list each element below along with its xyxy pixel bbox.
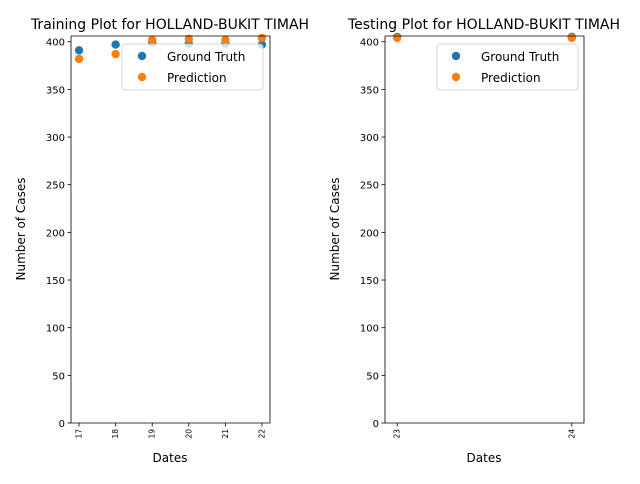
training-legend-prediction-marker — [137, 72, 147, 82]
testing-ytick-label: 50 — [366, 371, 379, 382]
training-xtick-label: 17 — [75, 429, 84, 439]
testing-chart-legend: Ground Truth Prediction — [436, 43, 579, 91]
testing-chart-ylabel: Number of Cases — [328, 177, 342, 280]
testing-chart-title: Testing Plot for HOLLAND-BUKIT TIMAH — [347, 17, 620, 33]
testing-chart: Testing Plot for HOLLAND-BUKIT TIMAH 0 50… — [328, 17, 620, 465]
testing-ytick-label: 150 — [360, 276, 379, 287]
testing-legend-ground-truth-marker — [451, 51, 461, 61]
training-chart-title: Training Plot for HOLLAND-BUKIT TIMAH — [30, 17, 309, 33]
training-ytick-label: 300 — [46, 133, 65, 144]
testing-ytick-label: 350 — [360, 85, 379, 96]
testing-ytick-label: 100 — [360, 324, 379, 335]
training-legend-ground-truth-marker — [137, 51, 147, 61]
training-prediction-point — [221, 35, 230, 45]
training-prediction-point — [111, 49, 120, 59]
training-legend-ground-truth-label: Ground Truth — [167, 50, 245, 64]
training-prediction-point — [74, 54, 84, 64]
training-ytick-label: 400 — [46, 38, 65, 49]
training-chart-axes-frame — [70, 35, 271, 424]
testing-chart-ticks: 0 50 100 150 200 250 300 350 400 23 24 — [360, 38, 576, 439]
training-ground-truth-point — [111, 40, 120, 49]
training-ytick-label: 250 — [46, 181, 65, 192]
training-ground-truth-point — [74, 46, 84, 55]
training-ytick-label: 50 — [52, 371, 65, 382]
testing-legend-prediction-marker — [451, 72, 461, 82]
testing-legend-prediction-label: Prediction — [481, 71, 541, 85]
training-ytick-label: 150 — [46, 276, 65, 287]
training-ytick-label: 350 — [46, 85, 65, 96]
testing-prediction-point — [393, 33, 402, 43]
testing-chart-legend-box — [436, 43, 579, 91]
testing-ytick-label: 200 — [360, 228, 379, 239]
testing-ytick-label: 300 — [360, 133, 379, 144]
testing-xtick-label: 24 — [567, 429, 576, 439]
testing-chart-xlabel: Dates — [467, 451, 502, 465]
training-prediction-point — [257, 33, 267, 43]
testing-chart-axes-frame — [384, 35, 585, 424]
training-xtick-label: 22 — [257, 429, 266, 439]
training-chart-ylabel: Number of Cases — [14, 177, 28, 280]
training-chart-legend: Ground Truth Prediction — [121, 43, 264, 91]
training-chart: Training Plot for HOLLAND-BUKIT TIMAH 0 5… — [14, 17, 309, 465]
testing-ytick-label: 400 — [360, 38, 379, 49]
training-ytick-label: 0 — [59, 419, 65, 430]
testing-ytick-label: 0 — [373, 419, 379, 430]
training-ytick-label: 200 — [46, 228, 65, 239]
testing-legend-ground-truth-label: Ground Truth — [481, 50, 559, 64]
training-chart-legend-box — [121, 43, 264, 91]
training-chart-points — [74, 33, 267, 64]
training-xtick-label: 20 — [184, 429, 193, 439]
testing-prediction-point — [567, 33, 576, 43]
training-xtick-label: 21 — [221, 429, 230, 439]
testing-ytick-label: 250 — [360, 181, 379, 192]
training-chart-xlabel: Dates — [153, 451, 188, 465]
training-ytick-label: 100 — [46, 324, 65, 335]
training-legend-prediction-label: Prediction — [167, 71, 227, 85]
testing-xtick-label: 23 — [393, 429, 402, 439]
training-prediction-point — [184, 34, 193, 44]
training-prediction-point — [148, 35, 157, 45]
training-xtick-label: 19 — [148, 429, 157, 439]
training-chart-ticks: 0 50 100 150 200 250 300 350 400 17 18 19 20 21 22 — [46, 38, 267, 439]
training-xtick-label: 18 — [111, 429, 120, 439]
